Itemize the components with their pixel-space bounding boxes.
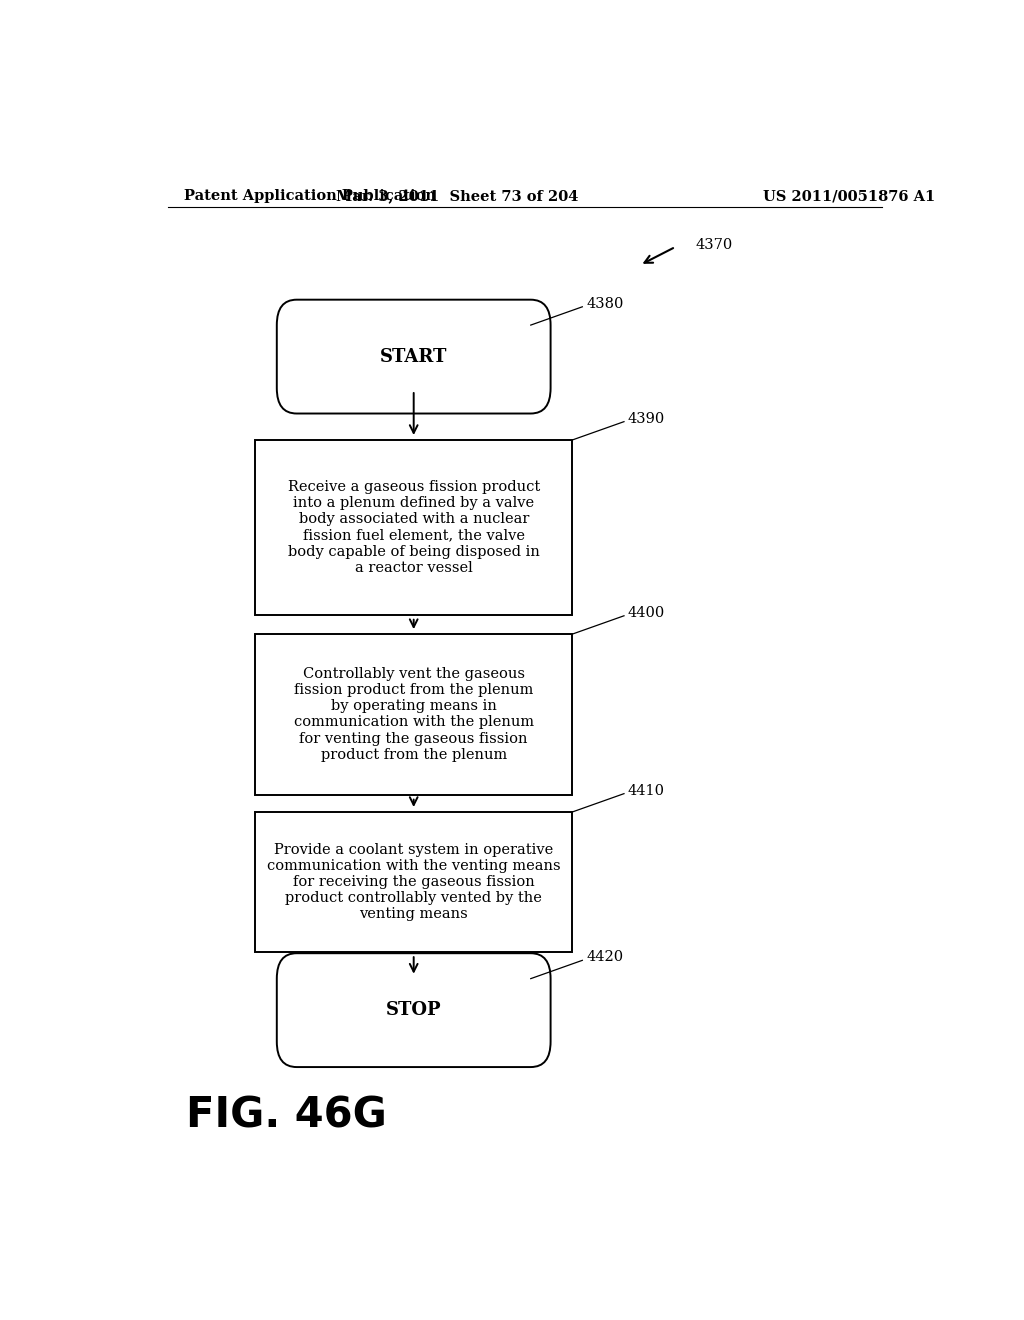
Text: 4380: 4380 [587,297,624,310]
Text: FIG. 46G: FIG. 46G [186,1094,387,1137]
Text: US 2011/0051876 A1: US 2011/0051876 A1 [763,189,935,203]
Text: 4400: 4400 [628,606,666,619]
Text: 4390: 4390 [628,412,666,425]
FancyBboxPatch shape [276,953,551,1067]
Text: 4370: 4370 [695,238,733,252]
Bar [255,634,572,795]
Text: Controllably vent the gaseous
fission product from the plenum
by operating means: Controllably vent the gaseous fission pr… [294,667,534,762]
Text: 4410: 4410 [628,784,665,797]
Text: Patent Application Publication: Patent Application Publication [183,189,435,203]
Text: START: START [380,347,447,366]
Text: 4420: 4420 [587,950,624,965]
Text: Mar. 3, 2011  Sheet 73 of 204: Mar. 3, 2011 Sheet 73 of 204 [336,189,579,203]
Text: Receive a gaseous fission product
into a plenum defined by a valve
body associat: Receive a gaseous fission product into a… [288,480,540,574]
Bar [255,440,572,615]
Text: STOP: STOP [386,1001,441,1019]
Bar [255,812,572,952]
FancyBboxPatch shape [276,300,551,413]
Text: Provide a coolant system in operative
communication with the venting means
for r: Provide a coolant system in operative co… [267,842,560,921]
